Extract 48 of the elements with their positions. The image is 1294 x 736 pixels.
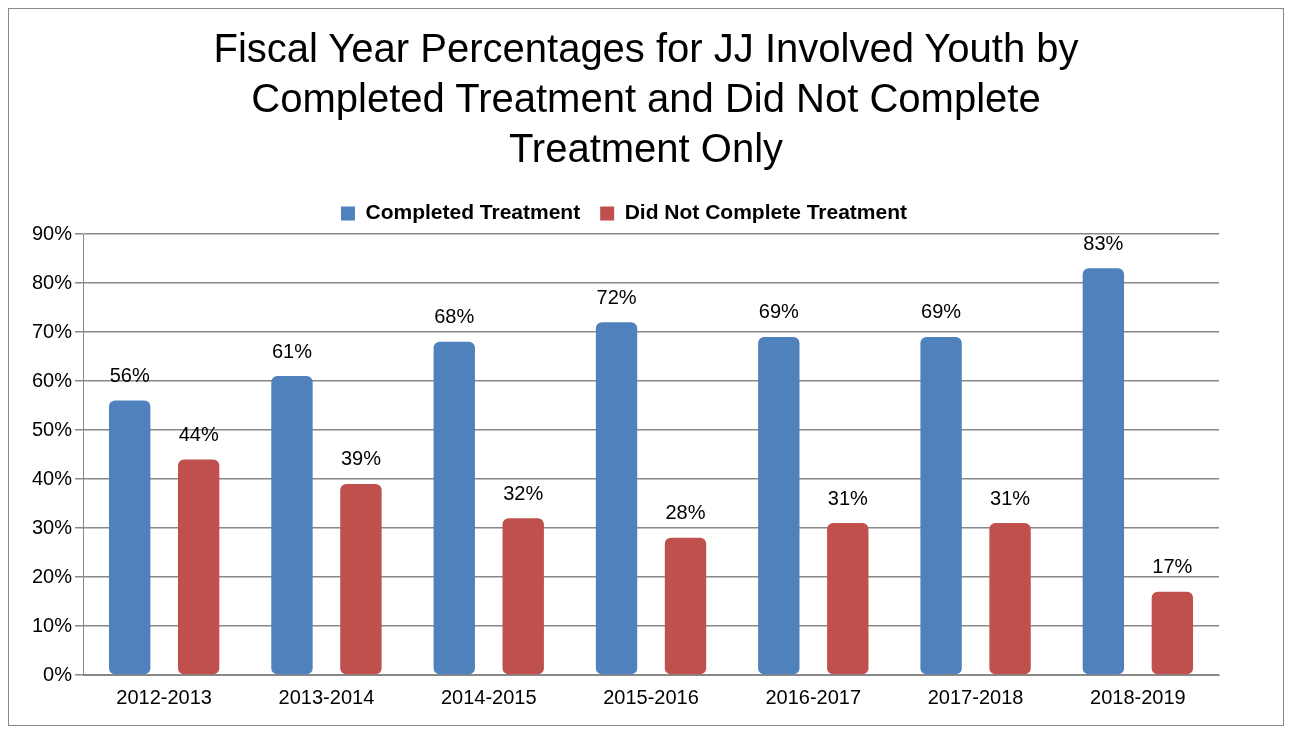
bar — [989, 523, 1031, 675]
data-label: 32% — [503, 481, 544, 504]
x-tick-label: 2015-2016 — [603, 685, 699, 708]
y-tick-label: 60% — [32, 368, 73, 391]
y-tick-label: 20% — [32, 564, 73, 587]
y-tick-label: 0% — [43, 662, 73, 685]
data-label: 17% — [1152, 555, 1193, 578]
data-label: 31% — [827, 486, 869, 509]
bar — [920, 336, 962, 675]
x-tick-label: 2012-2013 — [116, 685, 212, 708]
data-label: 56% — [109, 364, 150, 387]
x-tick-label: 2016-2017 — [765, 685, 862, 708]
data-label: 69% — [921, 300, 962, 323]
y-tick-label: 40% — [32, 466, 73, 489]
data-label: 39% — [340, 447, 382, 470]
bar — [177, 459, 220, 675]
x-tick-label: 2013-2014 — [278, 685, 375, 708]
bar — [1082, 268, 1125, 675]
bar — [108, 400, 151, 675]
data-label: 61% — [271, 339, 313, 362]
data-label: 69% — [758, 300, 800, 323]
bar — [502, 518, 544, 675]
y-tick-label: 80% — [32, 270, 73, 293]
data-label: 44% — [178, 422, 219, 445]
x-tick-label: 2018-2019 — [1090, 685, 1186, 708]
x-tick-label: 2014-2015 — [440, 685, 537, 708]
legend-label: Completed Treatment — [365, 200, 581, 224]
data-label: 31% — [990, 486, 1031, 509]
bar — [433, 341, 475, 675]
x-tick-label: 2017-2018 — [927, 685, 1024, 708]
data-label: 72% — [596, 285, 637, 308]
bar — [664, 537, 707, 675]
data-label: 28% — [665, 501, 706, 524]
y-tick-label: 10% — [32, 613, 73, 636]
bar — [271, 376, 313, 675]
legend-label: Did Not Complete Treatment — [624, 200, 908, 224]
bar — [340, 483, 382, 675]
data-label: 68% — [434, 305, 475, 328]
chart-title: Fiscal Year Percentages for JJ Involved Youth by Completed Treatment and Did Not Complete Treatment Only — [212, 25, 1080, 172]
y-tick-label: 90% — [32, 221, 73, 244]
bar — [595, 322, 638, 675]
y-tick-label: 30% — [32, 515, 73, 538]
bar — [758, 336, 800, 675]
y-tick-label: 50% — [32, 417, 73, 440]
bar — [827, 523, 869, 675]
data-label: 83% — [1083, 231, 1124, 254]
bar — [1151, 591, 1194, 675]
y-tick-label: 70% — [32, 319, 73, 342]
